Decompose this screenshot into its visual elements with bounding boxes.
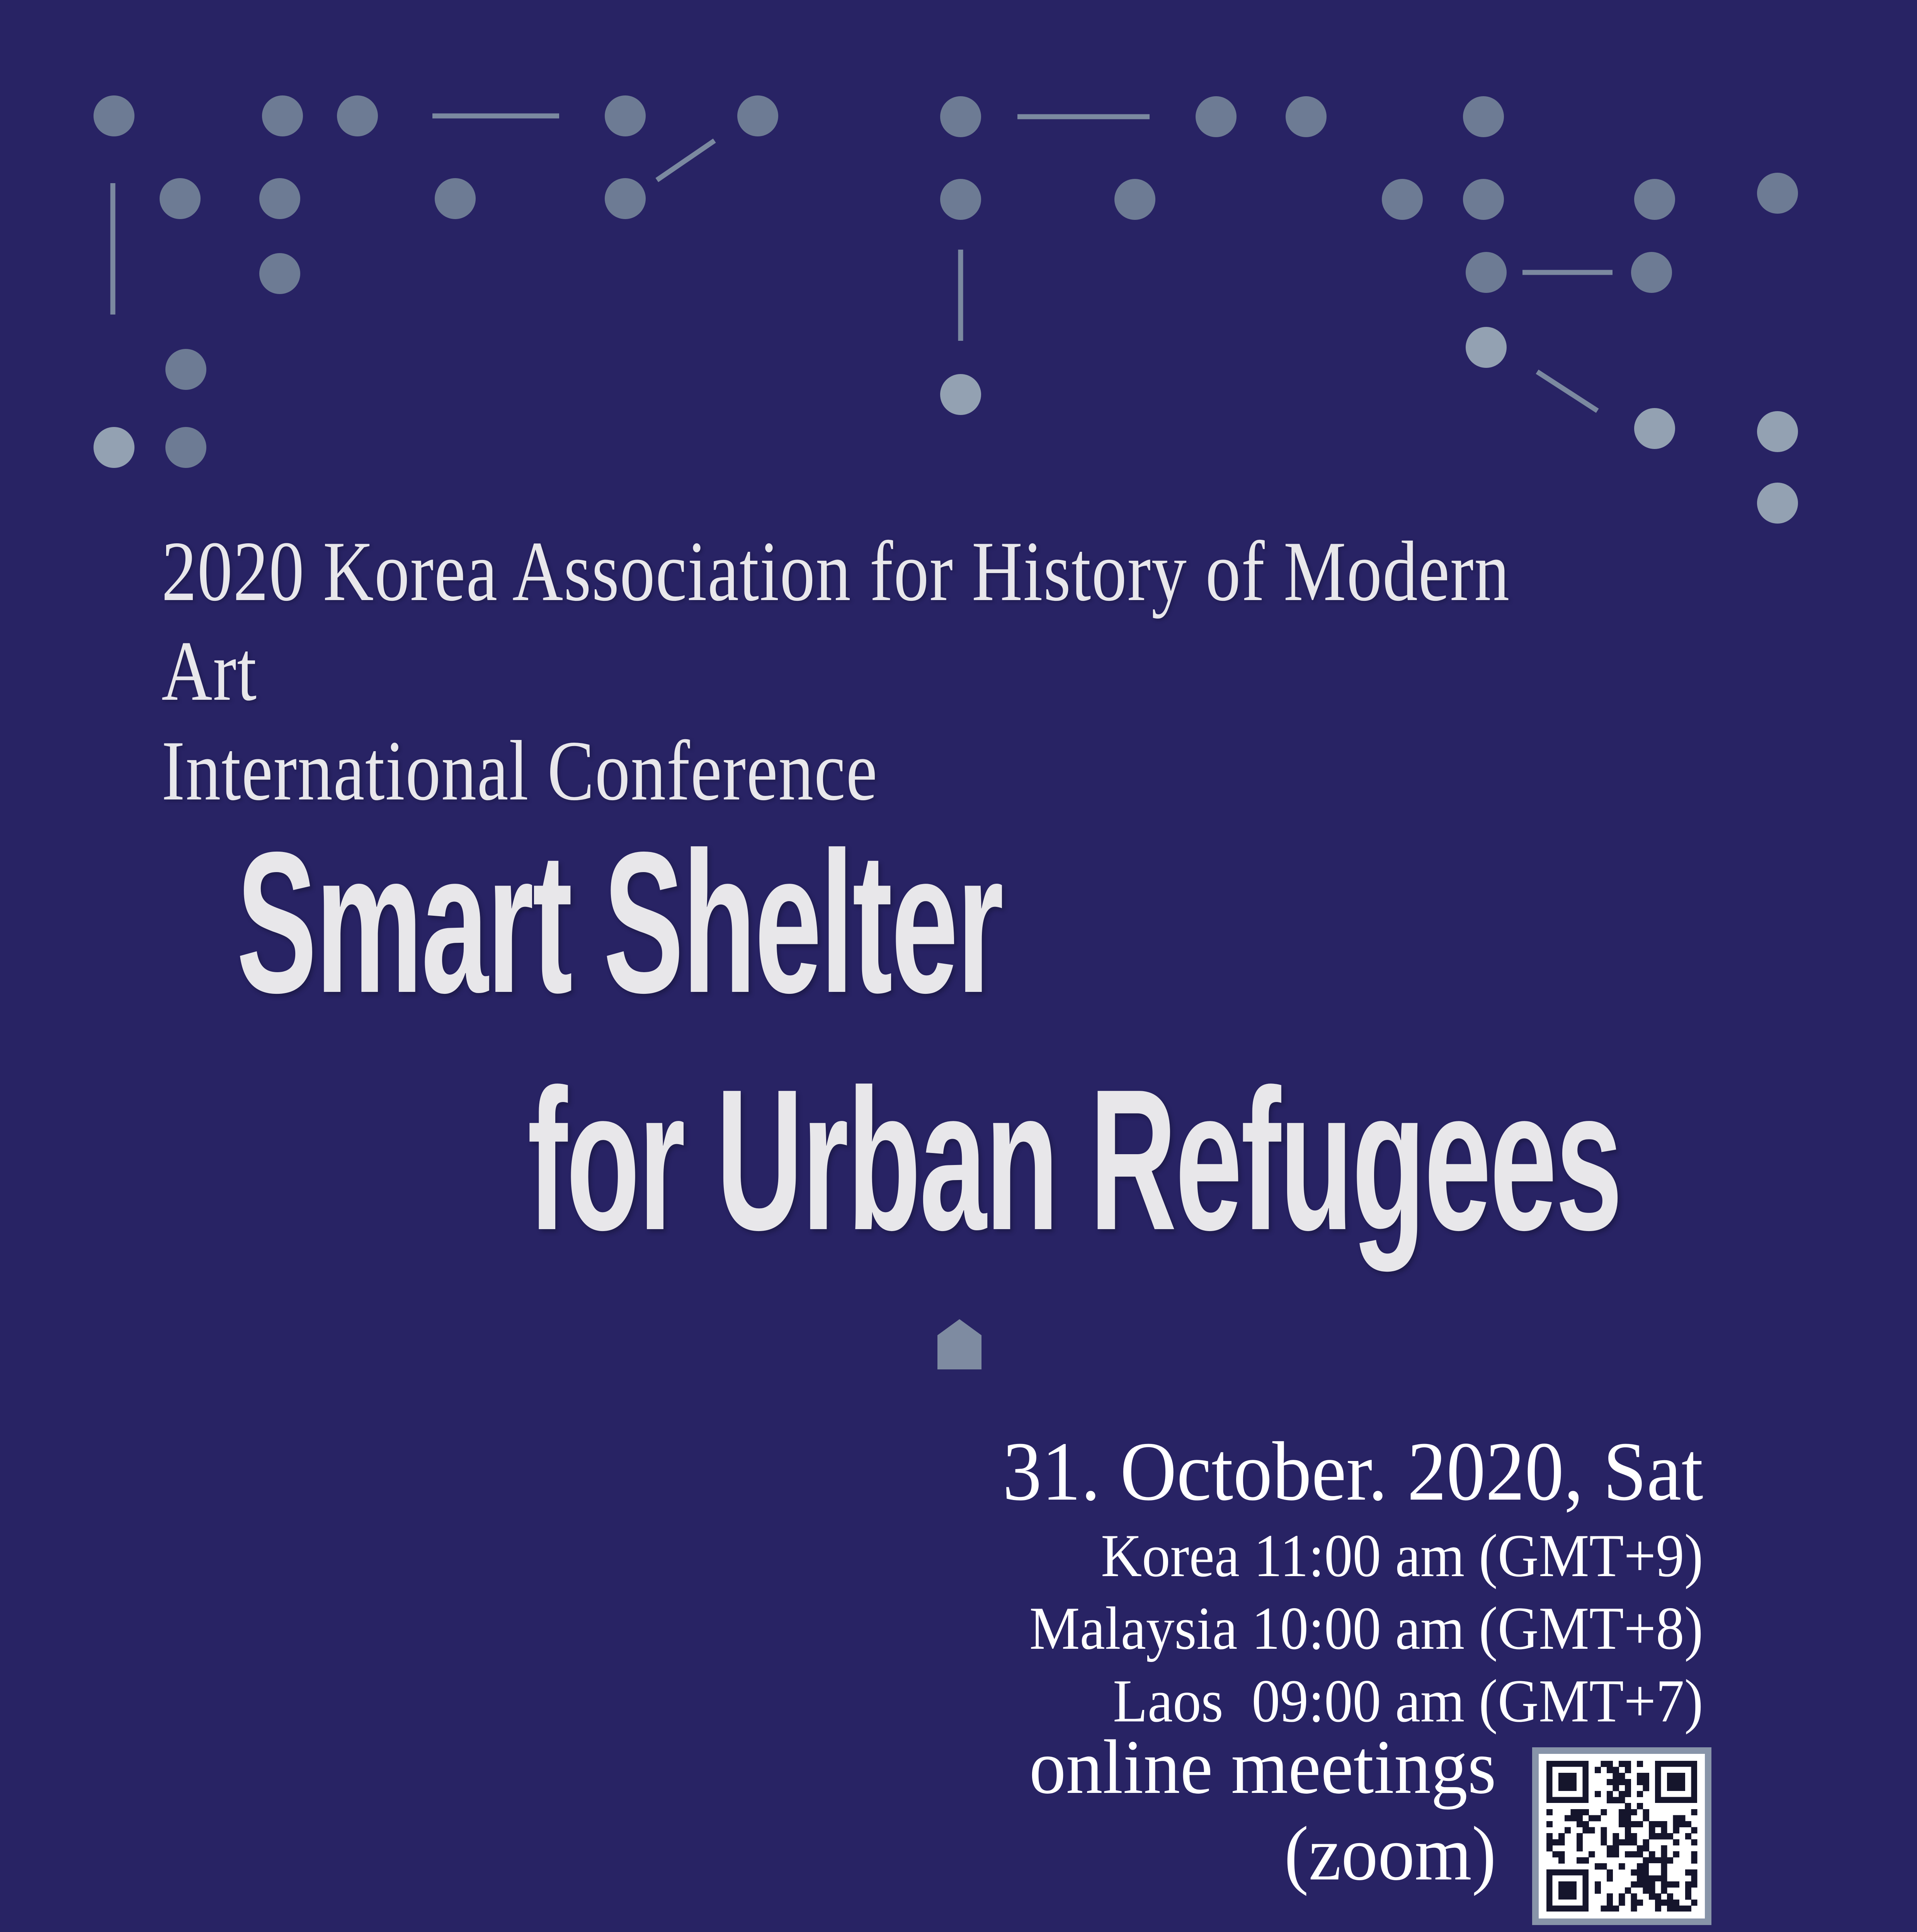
- schedule-block: 31. October. 2020, Sat Korea 11:00 am (G…: [1003, 1424, 1703, 1738]
- conference-name: 2020 Korea Association for History of Mo…: [162, 522, 1601, 821]
- time-malaysia: Malaysia 10:00 am (GMT+8): [1029, 1595, 1703, 1662]
- poster-title-line2: for Urban Refugees: [527, 1048, 1623, 1272]
- poster-title-line1: Smart Shelter: [236, 810, 1004, 1035]
- meeting-line1: online meetings: [1029, 1725, 1496, 1810]
- meeting-type-block: online meetings (zoom): [1029, 1724, 1496, 1897]
- time-korea: Korea 11:00 am (GMT+9): [1101, 1522, 1703, 1590]
- zoom-access-info: https://zoom.us/j/91225895258 ID: 912 25…: [1439, 1928, 1707, 1932]
- conference-name-line1: 2020 Korea Association for History of Mo…: [162, 524, 1510, 719]
- time-laos: Laos 09:00 am (GMT+7): [1113, 1667, 1703, 1735]
- event-date: 31. October. 2020, Sat: [1002, 1425, 1703, 1518]
- qr-code: [1532, 1747, 1711, 1925]
- zoom-url: https://zoom.us/j/91225895258: [1439, 1928, 1707, 1932]
- conference-name-line2: International Conference: [162, 723, 878, 818]
- meeting-line2: (zoom): [1284, 1811, 1496, 1896]
